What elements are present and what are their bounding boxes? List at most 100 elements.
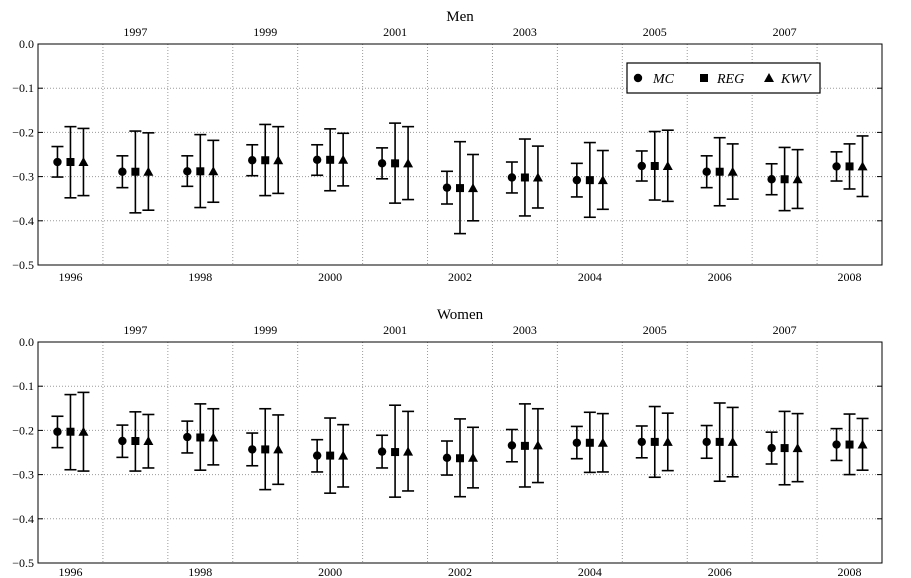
women-x-tick-label-bottom: 2006 — [708, 565, 732, 578]
men-reg-point — [585, 176, 594, 185]
men-mc-point — [312, 155, 322, 165]
women-mc-point — [832, 440, 841, 449]
men-panel-title: Men — [446, 9, 474, 25]
women-reg-point — [391, 448, 400, 457]
men-mc-point — [377, 159, 387, 168]
men-mc-point — [572, 175, 582, 185]
women-y-tick-label: −0.2 — [12, 423, 34, 437]
men-kwv-point — [662, 160, 673, 170]
men-kwv-point — [727, 166, 738, 176]
women-mc-point — [183, 432, 192, 442]
legend-reg-marker — [700, 74, 708, 82]
women-reg-point — [131, 437, 140, 446]
men-reg-point — [131, 167, 140, 176]
women-plot-frame — [37, 341, 883, 564]
men-panel: Men 0.0 −0.1 −0.2 −0.3 −0.4 −0.5 1996 1998 2000 20… — [12, 9, 883, 284]
men-kwv-point — [468, 183, 478, 193]
women-mc-point — [442, 453, 452, 463]
women-reg-point — [715, 437, 724, 446]
men-reg-point — [66, 158, 75, 167]
women-kwv-point — [78, 426, 89, 436]
women-kwv-point — [532, 440, 543, 450]
legend-box — [626, 62, 821, 94]
men-y-tick-label: −0.3 — [12, 170, 34, 184]
men-x-tick-label-top: 2001 — [383, 25, 407, 39]
men-reg-point — [196, 167, 205, 176]
women-x-tick-label-bottom: 1998 — [188, 565, 212, 578]
women-kwv-point — [727, 436, 738, 446]
men-mc-point — [507, 173, 517, 182]
men-x-tick-label-bottom: 1996 — [58, 270, 82, 284]
men-mc-point — [767, 175, 776, 184]
men-x-tick-label-top: 2003 — [513, 25, 537, 39]
legend-mc-marker — [633, 73, 643, 83]
women-x-tick-label-top: 1997 — [123, 323, 147, 337]
women-kwv-point — [792, 443, 803, 453]
women-kwv-point — [208, 432, 219, 442]
men-reg-point — [391, 159, 400, 168]
men-x-tick-label-top: 1997 — [123, 25, 147, 39]
women-reg-point — [261, 445, 270, 454]
men-kwv-point — [338, 154, 349, 164]
women-x-tick-label-bottom: 2008 — [838, 565, 862, 578]
men-mc-point — [183, 167, 192, 176]
women-x-tick-label-bottom: 2000 — [318, 565, 342, 578]
men-kwv-point — [532, 172, 543, 182]
men-kwv-point — [78, 157, 89, 167]
men-x-tick-label-bottom: 1998 — [188, 270, 212, 284]
men-reg-point — [326, 155, 335, 164]
men-y-tick-label: −0.2 — [12, 125, 34, 139]
women-reg-point — [520, 441, 529, 450]
women-mc-point — [637, 437, 646, 447]
legend-kwv-marker — [764, 73, 774, 82]
men-kwv-point — [403, 158, 414, 168]
women-x-tick-label-bottom: 1996 — [58, 565, 82, 578]
women-y-tick-label: −0.5 — [12, 556, 34, 570]
women-y-tick-label: −0.1 — [12, 379, 34, 393]
men-reg-point — [715, 167, 724, 176]
women-x-tick-label-top: 2007 — [773, 323, 797, 337]
women-reg-point — [326, 451, 335, 460]
men-x-tick-label-bottom: 2000 — [318, 270, 342, 284]
men-y-tick-label: 0.0 — [19, 37, 34, 51]
men-reg-point — [845, 162, 854, 171]
men-y-tick-label: −0.4 — [12, 214, 34, 228]
men-kwv-point — [273, 155, 284, 165]
women-kwv-point — [403, 446, 414, 456]
men-reg-point — [261, 156, 270, 165]
women-panel-title: Women — [437, 307, 484, 323]
women-mc-point — [118, 436, 127, 446]
men-x-tick-label-top: 2007 — [773, 25, 797, 39]
men-mc-point — [637, 161, 646, 171]
women-reg-point — [456, 454, 464, 463]
women-y-tick-label: −0.4 — [12, 512, 34, 526]
men-reg-point — [456, 184, 464, 193]
women-y-tick-label: 0.0 — [19, 335, 34, 349]
women-reg-point — [66, 427, 75, 436]
women-kwv-point — [662, 436, 673, 446]
legend-reg-label: REG — [716, 72, 744, 87]
women-kwv-point — [143, 436, 154, 446]
women-mc-point — [572, 438, 582, 447]
men-mc-point — [442, 183, 452, 192]
women-mc-point — [248, 445, 257, 454]
women-reg-point — [196, 433, 205, 442]
men-kwv-point — [792, 174, 803, 184]
legend: MC REG KWV — [626, 62, 821, 94]
women-reg-point — [650, 437, 659, 446]
men-x-tick-label-top: 1999 — [253, 25, 277, 39]
men-kwv-point — [143, 166, 154, 176]
women-kwv-point — [857, 439, 868, 449]
men-mc-point — [118, 167, 127, 176]
men-mc-point — [248, 156, 257, 165]
men-kwv-point — [208, 166, 219, 176]
men-kwv-point — [857, 161, 868, 171]
men-mc-point — [53, 157, 62, 167]
women-x-tick-label-top: 2001 — [383, 323, 407, 337]
women-y-tick-label: −0.3 — [12, 468, 34, 482]
women-x-tick-label-bottom: 2002 — [448, 565, 472, 578]
women-x-tick-label-bottom: 2004 — [578, 565, 602, 578]
men-x-tick-label-top: 2005 — [643, 25, 667, 39]
women-kwv-point — [338, 450, 349, 460]
